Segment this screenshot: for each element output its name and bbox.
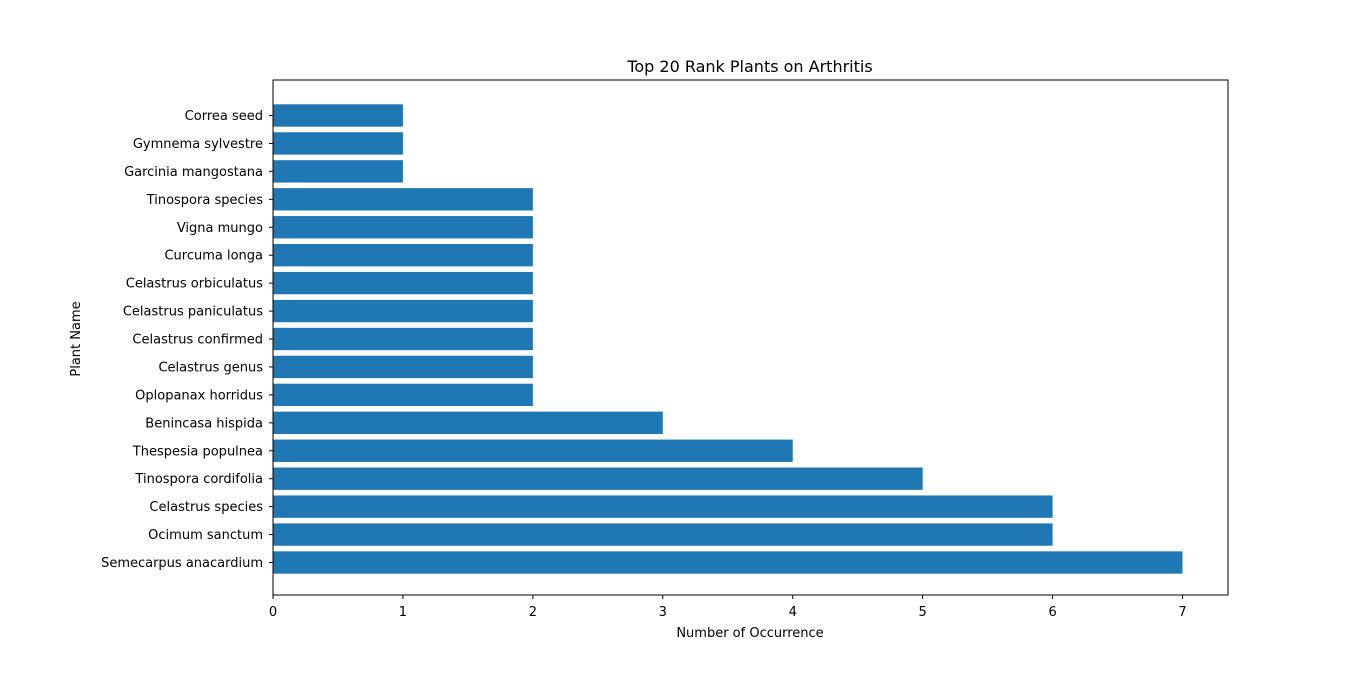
x-tick-label: 5 — [919, 605, 927, 620]
y-tick-label: Celastrus paniculatus — [123, 305, 263, 320]
bar — [273, 467, 923, 490]
bar — [273, 299, 533, 323]
y-tick-label: Garcinia mangostana — [124, 165, 263, 180]
bar — [273, 327, 533, 351]
x-tick-label: 6 — [1048, 605, 1056, 620]
x-tick-label: 4 — [789, 605, 797, 620]
y-tick-label: Correa seed — [185, 109, 263, 124]
y-tick-label: Tinospora species — [146, 193, 264, 208]
bar — [273, 216, 533, 239]
y-tick-label: Benincasa hispida — [145, 416, 263, 431]
bar — [273, 355, 533, 379]
bar — [273, 160, 403, 183]
y-tick-label: Curcuma longa — [164, 249, 263, 264]
bar — [273, 188, 533, 211]
y-tick-label: Semecarpus anacardium — [101, 556, 263, 571]
bar — [273, 439, 793, 462]
y-tick-label: Thespesia populnea — [132, 444, 263, 459]
bar — [273, 132, 403, 155]
y-tick-label: Celastrus species — [149, 500, 263, 515]
x-axis-ticks: 0 1 2 3 4 5 6 7 — [269, 595, 1187, 620]
bar — [273, 495, 1053, 518]
bar — [273, 244, 533, 267]
x-axis-label: Number of Occurrence — [676, 626, 823, 641]
bar — [273, 271, 533, 295]
y-tick-label: Celastrus genus — [158, 360, 263, 375]
y-tick-label: Celastrus confirmed — [132, 333, 263, 348]
bar — [273, 104, 403, 127]
y-tick-label: Tinospora cordifolia — [134, 472, 263, 487]
y-tick-label: Oplopanax horridus — [135, 388, 263, 403]
y-axis-ticks: Semecarpus anacardium Ocimum sanctum Celas… — [101, 109, 273, 571]
x-tick-label: 2 — [529, 605, 537, 620]
x-tick-label: 1 — [399, 605, 407, 620]
y-tick-label: Ocimum sanctum — [148, 528, 263, 543]
bar — [273, 411, 663, 434]
bars-group — [273, 104, 1183, 574]
y-axis-label: Plant Name — [69, 301, 84, 376]
y-tick-label: Vigna mungo — [177, 221, 263, 236]
x-tick-label: 3 — [659, 605, 667, 620]
chart-title: Top 20 Rank Plants on Arthritis — [626, 57, 872, 76]
x-tick-label: 7 — [1178, 605, 1186, 620]
y-tick-label: Gymnema sylvestre — [133, 137, 263, 152]
x-tick-label: 0 — [269, 605, 277, 620]
plot-frame — [272, 79, 1229, 596]
bar — [273, 551, 1183, 574]
y-tick-label: Celastrus orbiculatus — [126, 277, 263, 292]
bar — [273, 383, 533, 407]
bar — [273, 523, 1053, 546]
